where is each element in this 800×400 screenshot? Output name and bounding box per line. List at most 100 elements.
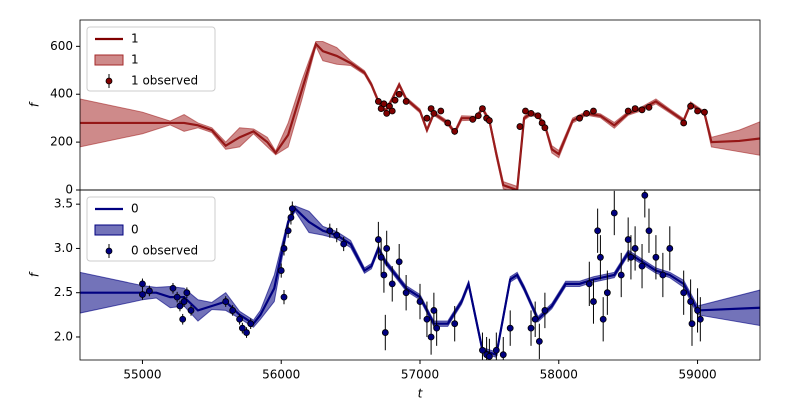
observed-point [383, 245, 391, 252]
observed-point [277, 267, 285, 274]
observed-point [433, 324, 441, 332]
x-tick-label: 57000 [401, 368, 439, 382]
observed-point [388, 107, 396, 115]
observed-point [535, 338, 543, 345]
observed-point [247, 320, 255, 328]
observed-point [624, 236, 632, 243]
observed-point [641, 191, 649, 199]
observed-point [395, 258, 403, 266]
observed-point [381, 329, 389, 336]
observed-point [139, 280, 146, 288]
observed-point [631, 105, 639, 112]
observed-point [645, 103, 653, 111]
legend-box [86, 26, 216, 92]
observed-point [492, 346, 500, 354]
observed-point [631, 245, 639, 252]
observed-point [145, 287, 153, 295]
plot-area [80, 190, 760, 360]
legend-patch [94, 54, 124, 66]
legend-label: 0 [131, 223, 139, 237]
observed-point [659, 271, 667, 279]
observed-point [222, 298, 230, 305]
y-axis-label: f [28, 271, 42, 277]
observed-point [485, 353, 493, 360]
observed-point [374, 236, 382, 243]
observed-point [284, 227, 292, 235]
y-axis-label: f [28, 101, 42, 107]
observed-point [340, 240, 348, 248]
observed-point [187, 307, 195, 314]
observed-point [169, 284, 177, 292]
observed-point [479, 346, 486, 354]
observed-point [451, 127, 459, 135]
observed-point [624, 107, 632, 115]
observed-point [527, 109, 535, 117]
legend-label: 1 observed [131, 74, 198, 88]
observed-point [680, 289, 688, 297]
legend-marker [105, 77, 113, 85]
observed-point [610, 209, 618, 217]
observed-point [139, 291, 146, 298]
observed-point [374, 98, 382, 105]
observed-point [594, 227, 602, 235]
observed-point [179, 315, 187, 323]
observed-point [499, 351, 507, 359]
observed-point [680, 119, 688, 127]
legend-box [86, 196, 216, 262]
observed-point [402, 98, 410, 105]
observed-point [541, 124, 549, 132]
observed-point [645, 227, 653, 235]
x-tick-label: 58000 [540, 368, 578, 382]
plot-area [80, 41, 760, 190]
y-tick-label: 600 [50, 39, 73, 53]
x-tick-label: 56000 [262, 368, 300, 382]
observed-point [236, 315, 243, 323]
observed-point [696, 315, 704, 323]
observed-point [288, 205, 296, 212]
observed-point [444, 119, 452, 127]
observed-point [451, 320, 459, 328]
observed-point [603, 289, 611, 297]
observed-point [383, 109, 391, 117]
observed-point [430, 307, 438, 314]
observed-point [522, 107, 529, 115]
legend-label: 0 observed [131, 244, 198, 258]
observed-point [380, 100, 388, 108]
observed-point [666, 245, 674, 252]
observed-point [617, 271, 625, 279]
observed-point [694, 107, 701, 115]
observed-point [238, 324, 246, 332]
observed-point [437, 107, 445, 115]
observed-point [183, 289, 191, 297]
legend-patch [94, 224, 124, 236]
observed-point [180, 298, 188, 305]
legend-label: 1 [131, 53, 139, 67]
observed-point [380, 271, 388, 279]
observed-point [280, 293, 288, 301]
observed-point [583, 109, 590, 117]
observed-point [585, 280, 593, 288]
y-tick-label: 0 [65, 183, 73, 197]
observed-point [506, 324, 514, 332]
observed-point [576, 114, 583, 122]
y-tick-label: 200 [50, 135, 73, 149]
observed-point [423, 114, 431, 122]
observed-point [597, 253, 604, 261]
observed-point [701, 108, 708, 116]
observed-point [474, 112, 482, 120]
observed-point [469, 115, 477, 123]
observed-point [391, 96, 399, 104]
observed-point [326, 227, 334, 235]
observed-point [638, 106, 646, 114]
x-axis-label: t [418, 387, 424, 400]
observed-point [531, 315, 539, 323]
observed-point [176, 302, 184, 310]
observed-point [534, 112, 542, 120]
observed-point [688, 320, 696, 328]
x-tick-label: 55000 [123, 368, 161, 382]
x-tick-label: 59000 [678, 368, 716, 382]
y-tick-label: 2.5 [54, 285, 73, 299]
observed-point [287, 214, 295, 221]
y-tick-label: 3.5 [54, 197, 73, 211]
